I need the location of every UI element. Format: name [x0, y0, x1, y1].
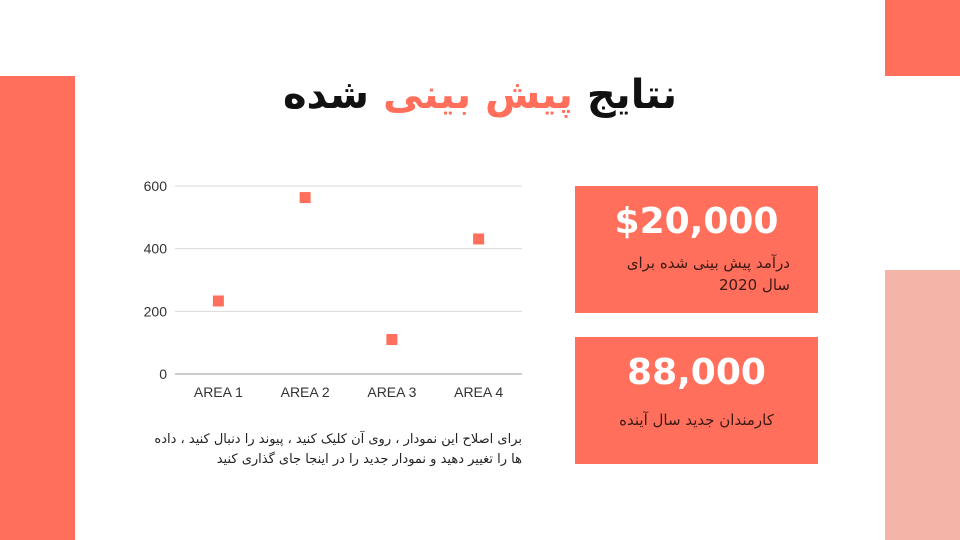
y-tick-label: 0 [159, 366, 167, 382]
x-tick-label: AREA 4 [454, 384, 503, 400]
revenue-card: $20,000 درآمد پیش بینی شده برای سال 2020 [575, 186, 818, 313]
decor-bottom-right-block [885, 270, 960, 540]
x-tick-label: AREA 2 [281, 384, 330, 400]
revenue-label: درآمد پیش بینی شده برای سال 2020 [626, 254, 790, 294]
decor-left-bar [0, 76, 75, 540]
chart-note: برای اصلاح این نمودار ، روی آن کلیک کنید… [154, 432, 522, 467]
data-point [212, 295, 224, 307]
slide-title: نتایج پیش بینی شده [200, 72, 760, 118]
y-tick-label: 600 [144, 178, 168, 194]
x-tick-label: AREA 3 [367, 384, 416, 400]
y-tick-label: 400 [144, 241, 168, 257]
y-tick-label: 200 [144, 303, 168, 319]
revenue-value: $20,000 [614, 201, 779, 242]
data-point [386, 334, 398, 346]
data-point [299, 192, 311, 204]
decor-top-right-block [885, 0, 960, 76]
title-part2: شده [282, 72, 369, 118]
employees-value: 88,000 [627, 352, 766, 393]
employees-label: کارمندان جدید سال آینده [619, 411, 774, 429]
title-accent: پیش بینی [382, 72, 573, 118]
title-part1: نتایج [586, 72, 678, 118]
x-tick-label: AREA 1 [194, 384, 243, 400]
data-point [473, 233, 485, 245]
scatter-chart[interactable]: 0 200 400 600 AREA 1 AREA 2 AREA 3 AREA 4 [130, 170, 530, 405]
employees-card: 88,000 کارمندان جدید سال آینده [575, 337, 818, 464]
